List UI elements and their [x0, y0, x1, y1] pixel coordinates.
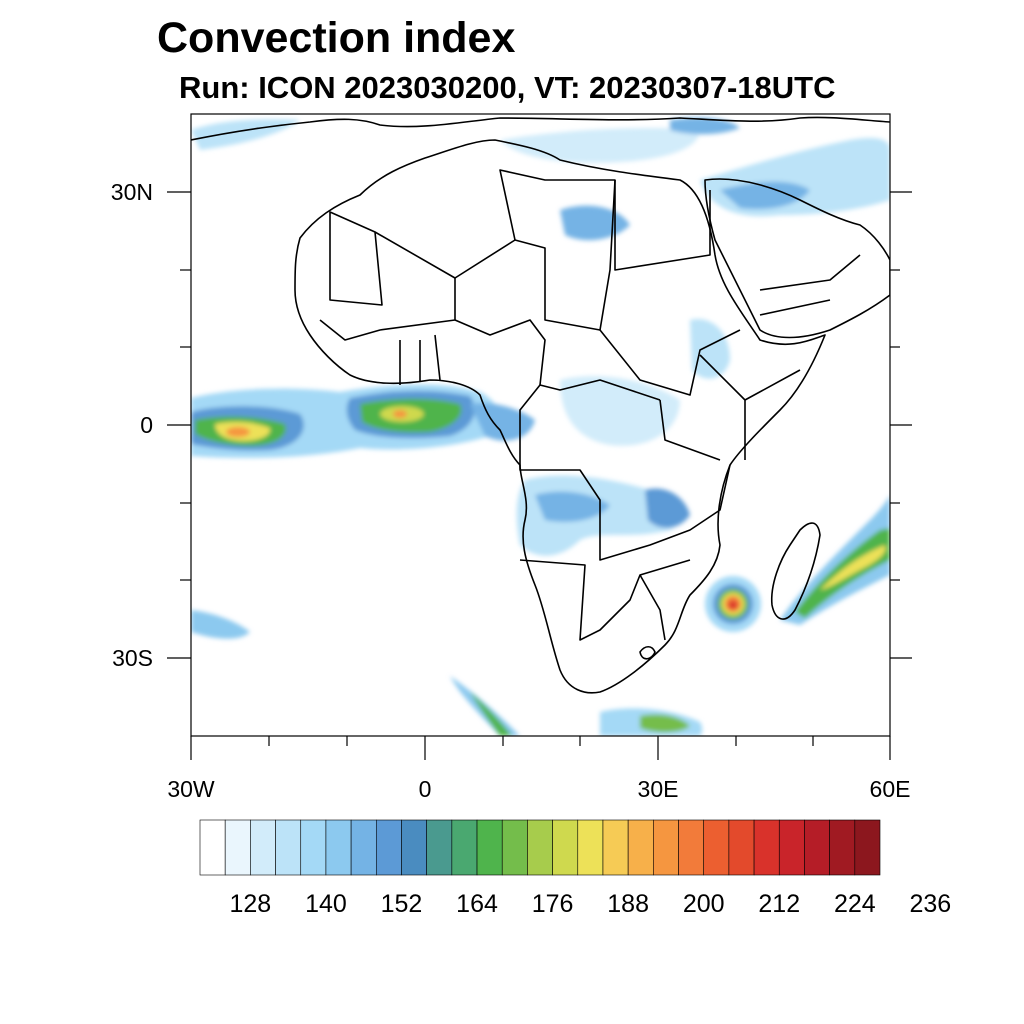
colorbar-tick-label: 188: [607, 890, 649, 918]
colorbar-box: [552, 819, 579, 876]
red-sea-cells: [670, 117, 740, 135]
mediterranean-coast: [191, 116, 890, 141]
colorbar-box: [350, 819, 377, 876]
border-8: [659, 399, 721, 461]
colorbar-labels: 128 140 152 164 176 188 200 212 224 236: [230, 890, 952, 918]
chart-subtitle: Run: ICON 2023030200, VT: 20230307-18UTC: [179, 70, 836, 105]
lon-label-30e: 30E: [638, 776, 679, 802]
libya-egypt-cells: [560, 205, 630, 241]
border-3: [499, 169, 711, 271]
sahara-cells: [500, 128, 700, 163]
colorbar-tick-label: 224: [834, 890, 876, 918]
border-2: [374, 179, 616, 331]
colorbar-box: [275, 819, 302, 876]
colorbar-box: [224, 819, 251, 876]
border-10: [639, 574, 666, 641]
colorbar-box: [401, 819, 427, 876]
colorbar-box: [602, 819, 629, 876]
south-africa-core: [640, 714, 690, 733]
itcz-orange-west: [226, 427, 250, 437]
colorbar-box: [527, 819, 553, 876]
colorbar-box: [753, 819, 780, 876]
border-1: [329, 211, 383, 306]
colorbar-box: [375, 819, 402, 876]
lon-label-60e: 60E: [870, 776, 911, 802]
lat-label-0: 0: [140, 412, 153, 438]
border-9: [519, 559, 691, 641]
colorbar-box: [199, 819, 226, 876]
colorbar-box: [250, 819, 276, 876]
border-12: [399, 334, 441, 385]
arabian-peninsula: [704, 178, 890, 339]
colorbar-box: [678, 819, 705, 876]
tick-marks: [167, 191, 912, 760]
colorbar-box: [829, 819, 856, 876]
colorbar: [199, 819, 881, 876]
coastlines-borders: [191, 116, 890, 694]
madagascar: [770, 522, 821, 620]
colorbar-box: [804, 819, 830, 876]
colorbar-box: [854, 819, 881, 876]
tanzania-cells: [645, 488, 690, 528]
colorbar-tick-label: 200: [683, 890, 725, 918]
congo-cells: [560, 376, 680, 446]
africa-coastline: [294, 139, 826, 694]
border-6: [599, 329, 741, 396]
chart-title: Convection index: [157, 14, 516, 62]
colorbar-box: [577, 819, 604, 876]
colorbar-box: [451, 819, 478, 876]
colorbar-box: [300, 819, 327, 876]
border-13: [699, 354, 801, 460]
colorbar-box: [501, 819, 528, 876]
colorbar-box: [325, 819, 352, 876]
ethiopia-cells: [690, 319, 730, 379]
border-4: [319, 278, 456, 341]
indian-ocean-yellow: [820, 545, 886, 590]
lon-label-30w: 30W: [167, 776, 215, 802]
colorbar-box: [728, 819, 755, 876]
south-atlantic-patch-1: [191, 610, 250, 639]
colorbar-tick-label: 164: [456, 890, 498, 918]
colorbar-tick-label: 212: [758, 890, 800, 918]
colorbar-tick-label: 176: [532, 890, 574, 918]
lat-label-30s: 30S: [112, 645, 153, 671]
colorbar-tick-label: 140: [305, 890, 347, 918]
gulf-guinea-cells: [470, 402, 535, 441]
angola-zambia-core: [535, 491, 610, 522]
border-11: [639, 645, 656, 660]
indian-ocean-band: [780, 495, 890, 625]
arabia-cells: [700, 138, 890, 217]
border-7: [519, 384, 731, 561]
colorbar-tick-label: 152: [381, 890, 423, 918]
lat-label-30n: 30N: [111, 179, 153, 205]
itcz-orange-east: [393, 410, 407, 418]
colorbar-box: [627, 819, 654, 876]
colorbar-tick-label: 128: [230, 890, 272, 918]
lon-label-0: 0: [419, 776, 432, 802]
arabia-core: [720, 181, 810, 210]
cyclone-red: [729, 601, 737, 609]
mediterranean-cells: [191, 119, 300, 150]
convection-field: [191, 117, 890, 736]
colorbar-box: [653, 819, 679, 876]
colorbar-tick-label: 236: [910, 890, 952, 918]
colorbar-box: [703, 819, 730, 876]
colorbar-box: [426, 819, 453, 876]
colorbar-box: [778, 819, 805, 876]
south-atlantic-core: [470, 692, 512, 736]
colorbar-box: [476, 819, 503, 876]
border-14: [759, 254, 861, 316]
